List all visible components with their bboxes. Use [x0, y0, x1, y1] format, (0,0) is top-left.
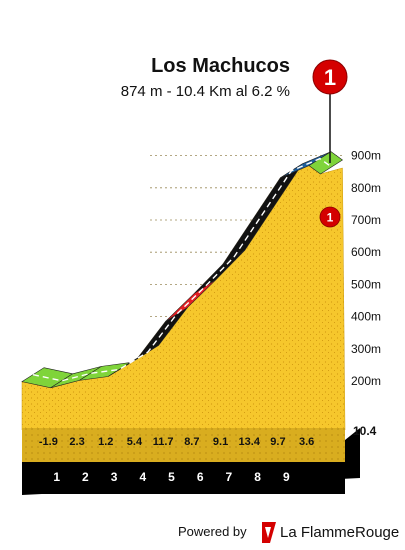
- km-band-base: [22, 462, 345, 494]
- chart-subtitle: 874 m - 10.4 Km al 6.2 %: [121, 83, 290, 100]
- km-marker: 6: [197, 470, 204, 484]
- altitude-axis: 200m 300m 400m 500m 600m 700m 800m 900m: [351, 149, 381, 388]
- brand-name[interactable]: La FlammeRouge: [280, 524, 399, 541]
- gradient-label: 9.7: [270, 436, 285, 448]
- gradient-label: 5.4: [127, 436, 143, 448]
- profile-front-face: [22, 428, 345, 462]
- gradient-label: 8.7: [184, 436, 199, 448]
- powered-by-text: Powered by: [178, 524, 247, 539]
- gradient-label: 3.6: [299, 436, 314, 448]
- gradient-labels: -1.9 2.3 1.2 5.4 11.7 8.7 9.1 13.4 9.7 3.6: [39, 436, 314, 448]
- gradient-label: 13.4: [239, 436, 261, 448]
- category-badge-label: 1: [324, 65, 336, 90]
- chart-title: Los Machucos: [151, 55, 290, 77]
- profile-body: [21, 165, 346, 462]
- altitude-tick-label: 800m: [351, 181, 381, 195]
- gradient-label: 2.3: [69, 436, 84, 448]
- profile-fill: [21, 165, 346, 431]
- km-band: 123456789123456789: [22, 428, 360, 495]
- flamme-rouge-logo-icon[interactable]: [262, 522, 276, 543]
- gradient-label: 9.1: [213, 436, 228, 448]
- altitude-tick-label: 700m: [351, 213, 381, 227]
- category-badge-small-label: 1: [327, 211, 334, 225]
- km-marker: 7: [226, 470, 233, 484]
- altitude-tick-label: 400m: [351, 310, 381, 324]
- km-marker: 1: [53, 470, 60, 484]
- gradient-label: 1.2: [98, 436, 113, 448]
- km-marker: 2: [82, 470, 89, 484]
- gradient-label: 11.7: [153, 436, 174, 448]
- altitude-tick-label: 500m: [351, 277, 381, 291]
- altitude-tick-label: 900m: [351, 149, 381, 163]
- altitude-tick-label: 200m: [351, 374, 381, 388]
- km-marker: 4: [139, 470, 146, 484]
- km-marker: 3: [111, 470, 118, 484]
- category-badge: 1: [312, 59, 348, 163]
- gradient-label: -1.9: [39, 436, 58, 448]
- category-badge-small: 1: [319, 206, 341, 228]
- total-distance-label: 10.4: [353, 424, 377, 438]
- km-marker: 5: [168, 470, 175, 484]
- km-marker: 9: [283, 470, 290, 484]
- altitude-tick-label: 600m: [351, 245, 381, 259]
- km-marker: 8: [254, 470, 261, 484]
- altitude-tick-label: 300m: [351, 342, 381, 356]
- road-ribbon: [21, 151, 344, 389]
- road-centerline: [32, 157, 332, 382]
